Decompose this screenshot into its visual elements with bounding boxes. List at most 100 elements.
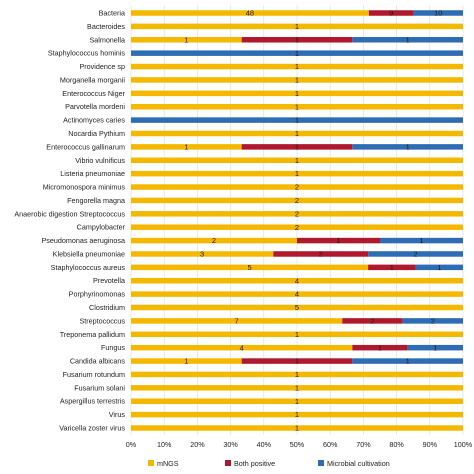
category-label: Actinomyces caries bbox=[63, 116, 125, 125]
bar-segment-both-positive bbox=[342, 318, 403, 324]
bar-segment-mngs bbox=[131, 411, 463, 418]
x-axis-ticks: 0% 10% 20% 30% 40% 50% 60% 70% 80% 90% 100% bbox=[126, 440, 473, 449]
data-label: 2 bbox=[295, 196, 299, 205]
data-label: 10 bbox=[434, 9, 442, 18]
data-label: 5 bbox=[247, 263, 251, 272]
data-label: 1 bbox=[295, 156, 299, 165]
bar-segment-both-positive bbox=[368, 10, 414, 16]
data-label: 1 bbox=[295, 383, 299, 392]
data-label: 1 bbox=[295, 169, 299, 178]
category-label: Micromonospora minimus bbox=[43, 183, 126, 192]
data-label: 1 bbox=[184, 35, 188, 44]
data-label: 1 bbox=[184, 142, 188, 151]
category-label: Listeria pneumoniae bbox=[60, 169, 125, 178]
bar-segment-mngs bbox=[131, 264, 369, 271]
data-label: 1 bbox=[419, 236, 423, 245]
category-label: Campylobacter bbox=[77, 223, 126, 232]
data-label: 5 bbox=[295, 303, 299, 312]
bar-segment-mngs bbox=[131, 425, 463, 431]
category-label: Clostridium bbox=[89, 303, 125, 312]
category-label: Fusarium rotundum bbox=[63, 370, 125, 379]
data-label: 1 bbox=[295, 410, 299, 419]
category-label: Klebsiella pneumoniae bbox=[53, 249, 125, 258]
x-tick-label: 50% bbox=[290, 440, 305, 449]
legend-swatch bbox=[225, 460, 231, 466]
bar-segment-mngs bbox=[131, 170, 463, 177]
data-label: 1 bbox=[295, 357, 299, 366]
category-label: Enterococcus Niger bbox=[62, 89, 125, 98]
category-label: Fengorella magna bbox=[67, 196, 125, 205]
category-label: Virus bbox=[109, 410, 126, 419]
bar-segment-both-positive bbox=[297, 237, 380, 244]
data-label: 48 bbox=[246, 9, 254, 18]
bar-segment-mngs bbox=[131, 237, 297, 244]
bar-segment-mngs bbox=[131, 224, 463, 230]
bar-segment-mngs bbox=[131, 211, 463, 217]
bar-segment-mngs bbox=[131, 37, 242, 43]
bar-segment-microbial-cultivation bbox=[131, 117, 463, 123]
bar-segment-mngs bbox=[131, 291, 463, 297]
data-label: 2 bbox=[431, 317, 435, 326]
legend: mNGS Both positive Microbial cultivation bbox=[148, 459, 390, 468]
bar-segment-both-positive bbox=[368, 264, 416, 271]
bar-segment-microbial-cultivation bbox=[352, 144, 463, 150]
legend-label: Microbial cultivation bbox=[327, 459, 390, 468]
data-label: 4 bbox=[295, 290, 299, 299]
data-label: 1 bbox=[406, 357, 410, 366]
data-label: 1 bbox=[437, 263, 441, 272]
category-label: Pseudomonas aeruginosa bbox=[41, 236, 125, 245]
category-label: Parvotella mordeni bbox=[65, 102, 125, 111]
bar-segment-mngs bbox=[131, 157, 463, 164]
data-label: 4 bbox=[295, 276, 299, 285]
legend-swatch bbox=[318, 460, 324, 466]
category-label: Staphylococcus aureus bbox=[51, 263, 126, 272]
category-label: Anaerobic digestion Streptococcus bbox=[14, 209, 125, 218]
x-tick-label: 90% bbox=[423, 440, 438, 449]
data-label: 1 bbox=[336, 236, 340, 245]
bar-segment-microbial-cultivation bbox=[413, 10, 463, 16]
data-label: 1 bbox=[295, 62, 299, 71]
category-label: Aspergillus terrestris bbox=[60, 397, 126, 406]
bar-segment-mngs bbox=[131, 371, 463, 378]
bar-segment-mngs bbox=[131, 277, 463, 284]
data-label: 1 bbox=[295, 116, 299, 125]
x-tick-label: 70% bbox=[356, 440, 371, 449]
x-tick-label: 0% bbox=[126, 440, 137, 449]
bar-segment-mngs bbox=[131, 197, 463, 204]
bar-segment-mngs bbox=[131, 10, 369, 16]
bar-segment-mngs bbox=[131, 90, 463, 97]
data-label: 2 bbox=[413, 250, 417, 259]
data-label: 2 bbox=[212, 236, 216, 245]
category-label: Enterococcus gallinarum bbox=[46, 142, 125, 151]
category-label: Morganella morganii bbox=[60, 75, 126, 84]
category-label: Treponema pallidum bbox=[60, 330, 125, 339]
bar-segment-both-positive bbox=[273, 251, 369, 257]
bar-segment-mngs bbox=[131, 344, 353, 351]
bar-segment-mngs bbox=[131, 398, 463, 404]
data-label: 2 bbox=[295, 183, 299, 192]
category-label: Vibrio vulnificus bbox=[75, 156, 125, 165]
data-label: 1 bbox=[295, 89, 299, 98]
category-label: Staphylococcus hominis bbox=[48, 49, 126, 58]
data-label: 1 bbox=[295, 397, 299, 406]
category-label: Nocardia Pythium bbox=[68, 129, 125, 138]
data-label: 7 bbox=[235, 317, 239, 326]
category-label: Salmonella bbox=[89, 35, 125, 44]
data-label: 1 bbox=[295, 142, 299, 151]
category-label: Candida albicans bbox=[70, 357, 126, 366]
data-label: 1 bbox=[295, 129, 299, 138]
bar-segment-mngs bbox=[131, 130, 463, 137]
category-label: Streptococcus bbox=[79, 316, 125, 325]
data-label: 1 bbox=[406, 142, 410, 151]
bar-segment-mngs bbox=[131, 63, 463, 70]
x-tick-label: 10% bbox=[157, 440, 172, 449]
bar-segment-mngs bbox=[131, 144, 242, 150]
bar-segment-mngs bbox=[131, 103, 463, 110]
bar-segment-mngs bbox=[131, 318, 343, 324]
x-tick-label: 40% bbox=[257, 440, 272, 449]
category-label: Porphyrinomonas bbox=[69, 290, 126, 299]
category-label: Bacteroides bbox=[87, 22, 125, 31]
bar-segment-microbial-cultivation bbox=[352, 358, 463, 364]
